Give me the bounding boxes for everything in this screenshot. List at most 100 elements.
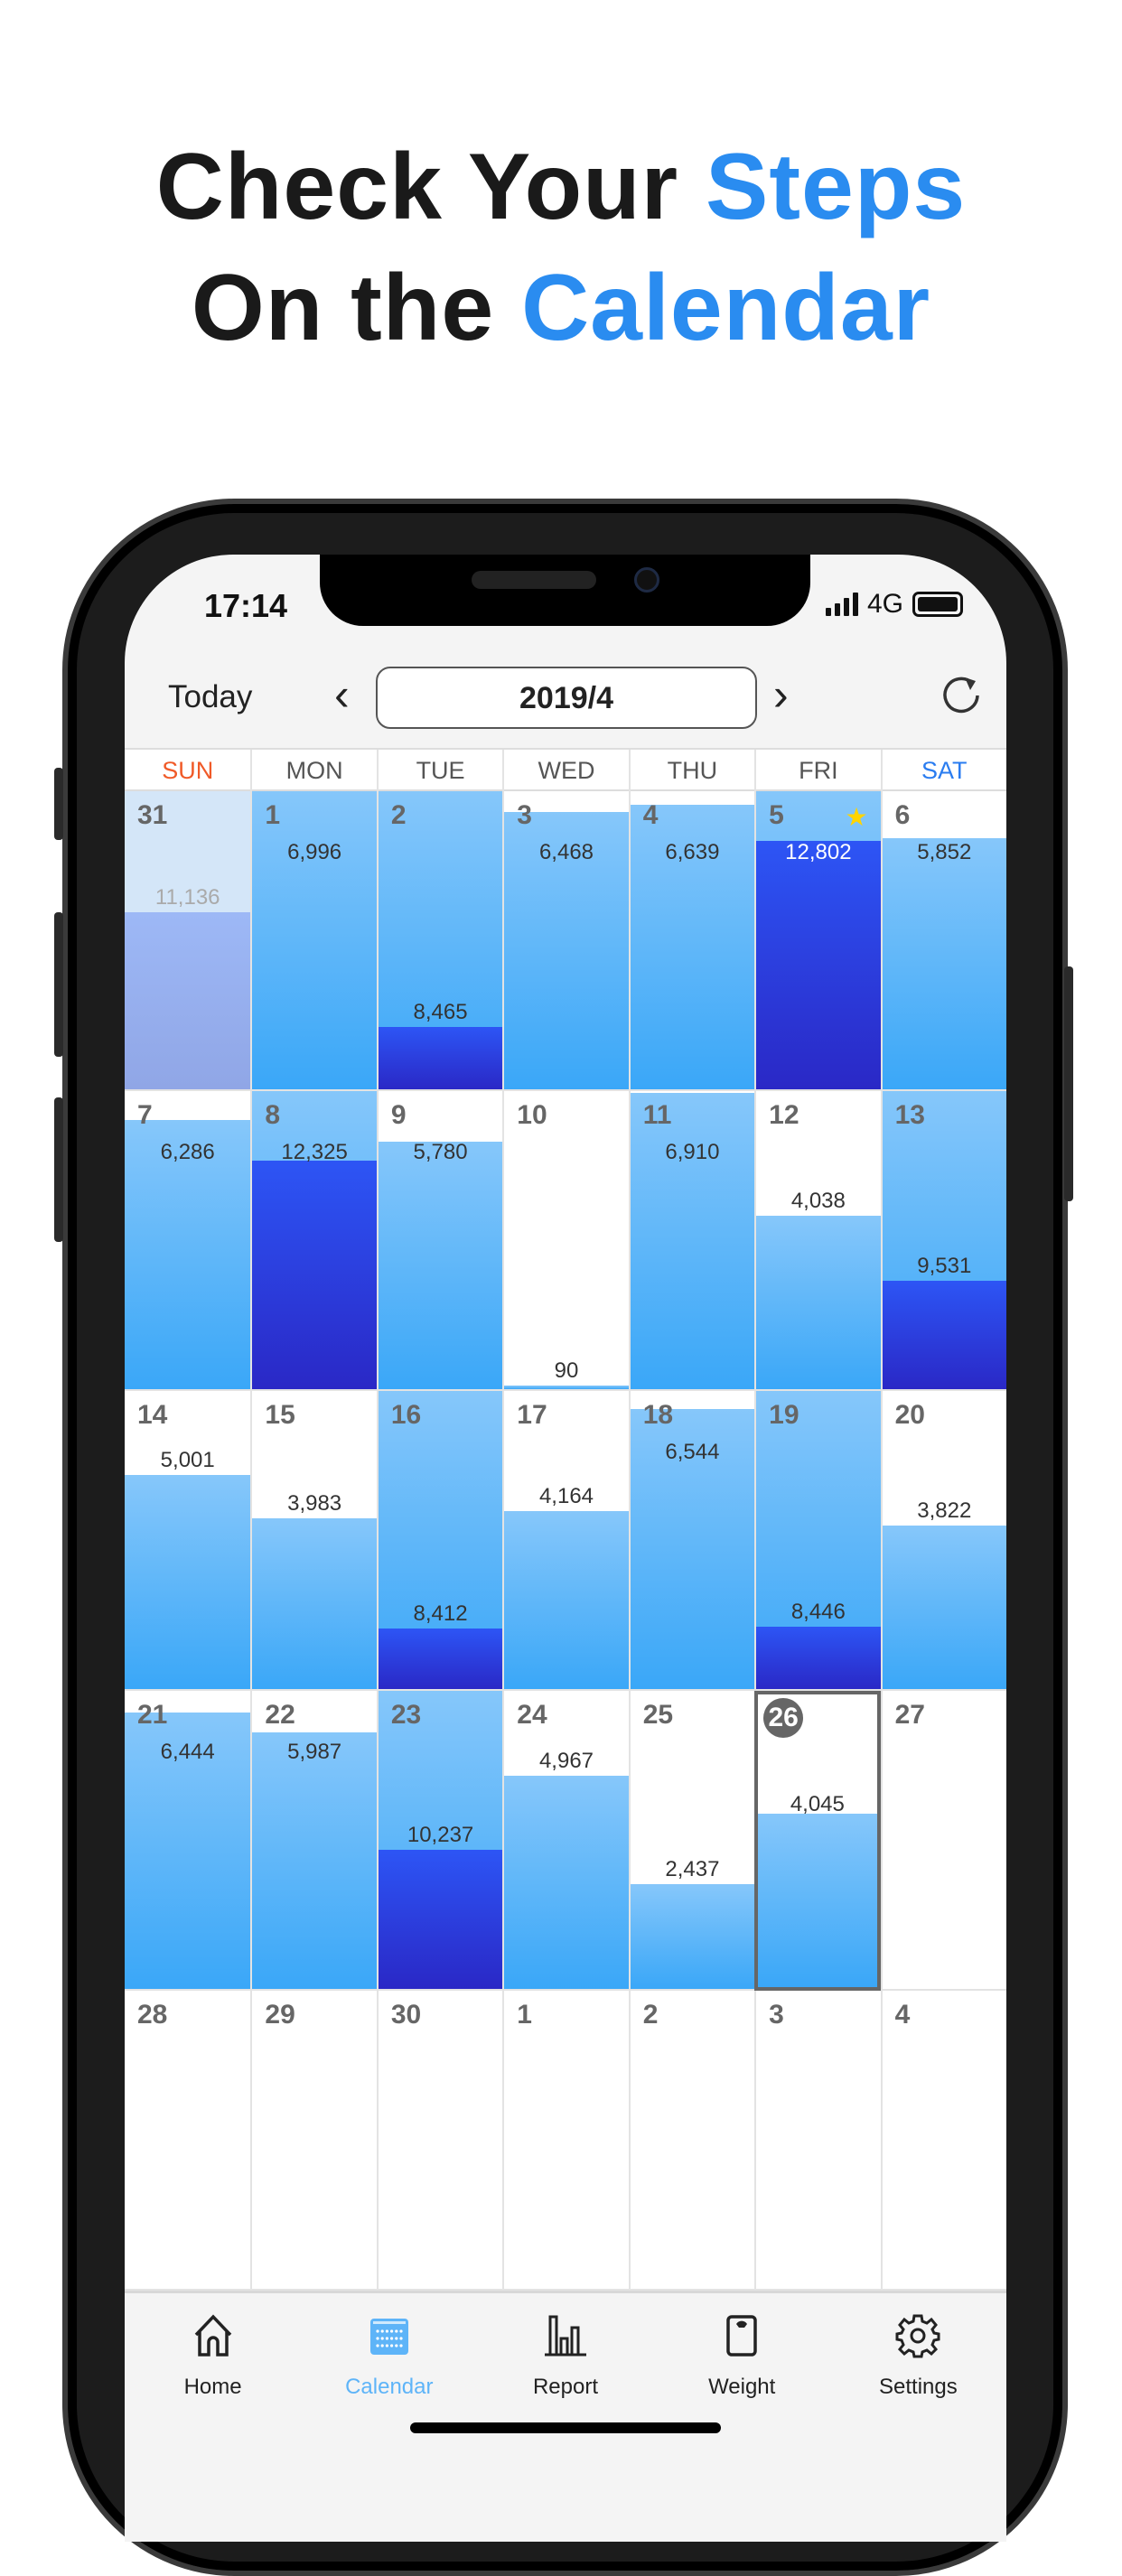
day-number: 30 <box>390 2000 422 2030</box>
day-number: 2 <box>390 800 407 830</box>
day-cell[interactable]: 1 <box>502 1991 629 2291</box>
day-cell[interactable]: 29 <box>250 1991 377 2291</box>
day-cell[interactable]: 7 6,286 <box>125 1091 251 1391</box>
day-cell[interactable]: 10 90 <box>502 1091 629 1391</box>
phone-mute-button <box>54 768 63 840</box>
step-count: 2,437 <box>665 1857 720 1882</box>
day-cell[interactable]: 1 6,996 <box>250 791 377 1091</box>
day-number: 20 <box>894 1400 925 1430</box>
day-cell[interactable]: 31 11,136 <box>125 791 251 1091</box>
tab-home[interactable]: Home <box>125 2293 301 2435</box>
weekday-thu: THU <box>628 750 754 791</box>
scale-icon <box>726 2315 757 2357</box>
day-cell[interactable]: 26 4,045 <box>754 1691 881 1991</box>
tab-report[interactable]: Report <box>477 2293 653 2435</box>
day-number: 23 <box>390 1700 422 1730</box>
day-number: 16 <box>390 1400 422 1430</box>
day-number: 12 <box>769 1100 799 1130</box>
day-cell[interactable]: 19 8,446 <box>754 1391 881 1691</box>
day-number: 11 <box>642 1100 672 1130</box>
day-cell[interactable]: 6 5,852 <box>880 791 1006 1091</box>
day-cell[interactable]: 9 5,780 <box>376 1091 503 1391</box>
today-button[interactable]: Today <box>168 679 253 714</box>
day-cell[interactable]: 21 6,444 <box>125 1691 251 1991</box>
day-cell[interactable]: 4 <box>880 1991 1006 2291</box>
day-number: 3 <box>517 800 532 830</box>
day-cell[interactable]: 18 6,544 <box>628 1391 755 1691</box>
day-cell[interactable]: 15 3,983 <box>250 1391 377 1691</box>
day-number: 4 <box>894 2000 911 2030</box>
day-cell[interactable]: 20 3,822 <box>880 1391 1006 1691</box>
step-count: 6,286 <box>160 1140 215 1164</box>
refresh-icon[interactable] <box>938 672 985 719</box>
step-bar <box>252 1732 377 1989</box>
day-cell[interactable]: 11 6,910 <box>628 1091 755 1391</box>
step-count: 10,237 <box>407 1823 474 1848</box>
step-bar <box>125 1474 251 1689</box>
day-cell[interactable]: 14 5,001 <box>125 1391 251 1691</box>
phone-volume-down-button <box>54 1097 63 1242</box>
step-count: 5,780 <box>413 1140 468 1164</box>
step-count: 90 <box>554 1358 579 1383</box>
day-cell[interactable]: 23 10,237 <box>376 1691 503 1991</box>
day-number: 1 <box>265 800 281 830</box>
month-selector[interactable]: 2019/4 <box>376 667 757 729</box>
step-count: 6,544 <box>665 1440 720 1464</box>
day-cell[interactable]: 27 <box>880 1691 1006 1991</box>
tab-calendar[interactable]: Calendar <box>301 2293 477 2435</box>
step-count: 3,983 <box>287 1491 342 1517</box>
day-cell[interactable]: 2 <box>628 1991 755 2291</box>
camera <box>634 567 659 593</box>
phone-volume-up-button <box>54 912 63 1057</box>
step-count: 3,822 <box>917 1498 972 1523</box>
day-cell[interactable]: 4 6,639 <box>628 791 755 1091</box>
day-number: 3 <box>769 2000 784 2030</box>
day-number: 29 <box>265 2000 295 2030</box>
day-cell[interactable]: 5 ★ 12,802 <box>754 791 881 1091</box>
day-number: 17 <box>517 1400 547 1430</box>
day-cell[interactable]: 30 <box>376 1991 503 2291</box>
day-cell[interactable]: 17 4,164 <box>502 1391 629 1691</box>
star-icon: ★ <box>845 803 868 831</box>
day-cell[interactable]: 3 6,468 <box>502 791 629 1091</box>
day-cell[interactable]: 28 <box>125 1991 251 2291</box>
day-cell[interactable]: 22 5,987 <box>250 1691 377 1991</box>
step-bar <box>630 1093 755 1389</box>
step-count: 5,987 <box>287 1740 342 1764</box>
home-icon <box>194 2314 231 2357</box>
day-cell[interactable]: 2 8,465 <box>376 791 503 1091</box>
day-cell[interactable]: 8 12,325 <box>250 1091 377 1391</box>
day-number: 19 <box>769 1400 799 1430</box>
chevron-right-icon[interactable]: › <box>773 669 789 720</box>
tab-weight[interactable]: Weight <box>654 2293 830 2435</box>
goal-exceeded-bar <box>378 1026 503 1089</box>
day-cell[interactable]: 3 <box>754 1991 881 2291</box>
home-indicator <box>410 2422 721 2433</box>
step-bar <box>125 1713 251 1989</box>
goal-exceeded-bar <box>378 1629 503 1689</box>
step-count: 6,910 <box>665 1140 720 1164</box>
day-cell[interactable]: 16 8,412 <box>376 1391 503 1691</box>
day-cell[interactable]: 13 9,531 <box>880 1091 1006 1391</box>
day-cell[interactable]: 25 2,437 <box>628 1691 755 1991</box>
step-count: 6,468 <box>538 840 594 864</box>
weekday-fri: FRI <box>754 750 880 791</box>
step-count: 12,802 <box>785 840 852 864</box>
app-screen: 17:14 4G Today ‹ 2019/4 › SUN MON TUE WED TH… <box>125 555 1006 2542</box>
day-cell[interactable]: 24 4,967 <box>502 1691 629 1991</box>
goal-exceeded-bar <box>125 911 251 1089</box>
tab-label: Report <box>532 2375 599 2399</box>
tab-label: Calendar <box>345 2375 434 2399</box>
day-number: 6 <box>894 800 911 830</box>
step-bar <box>378 1141 503 1389</box>
goal-exceeded-bar <box>756 840 881 1089</box>
day-number: 13 <box>894 1100 925 1130</box>
chevron-left-icon[interactable]: ‹ <box>334 669 350 720</box>
step-bar <box>504 1510 629 1689</box>
day-number: 2 <box>642 2000 659 2030</box>
goal-exceeded-bar <box>252 1161 377 1389</box>
tab-settings[interactable]: Settings <box>830 2293 1006 2435</box>
day-cell[interactable]: 12 4,038 <box>754 1091 881 1391</box>
step-bar <box>758 1814 877 1987</box>
notch <box>320 555 810 626</box>
